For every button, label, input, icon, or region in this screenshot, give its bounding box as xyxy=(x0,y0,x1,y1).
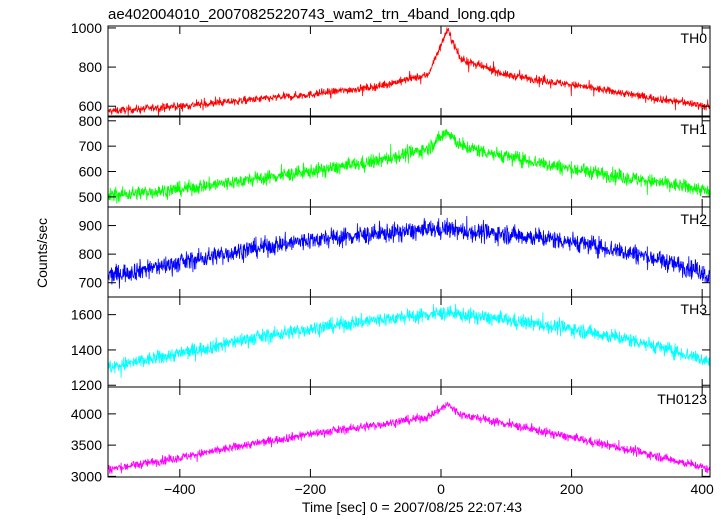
y-tick-label: 700 xyxy=(79,275,103,291)
y-tick-label: 1200 xyxy=(71,377,102,393)
y-axis-label: Counts/sec xyxy=(34,218,50,288)
x-axis-ticks: −400 −200 0 200 400 xyxy=(164,481,714,497)
y-tick-label: 1000 xyxy=(71,20,102,36)
series-th1 xyxy=(107,129,711,204)
y-tick-label: 3000 xyxy=(71,468,102,484)
panel-label-th2: TH2 xyxy=(681,211,708,227)
y-tick-label: 600 xyxy=(79,164,103,180)
y-tick-label: 500 xyxy=(79,189,103,205)
panel-th2: 700 800 900 TH2 xyxy=(79,206,711,298)
x-tick-label: 400 xyxy=(690,481,714,497)
series-th0123 xyxy=(107,401,711,474)
panel-frame xyxy=(107,116,711,208)
x-axis-label: Time [sec] 0 = 2007/08/25 22:07:43 xyxy=(302,499,522,515)
chart-title: ae402004010_20070825220743_wam2_trn_4ban… xyxy=(108,6,515,23)
y-tick-label: 700 xyxy=(79,138,103,154)
y-tick-label: 1400 xyxy=(71,342,102,358)
x-tick-label: 200 xyxy=(560,481,584,497)
y-tick-label: 800 xyxy=(79,113,103,129)
panel-label-th0123: TH0123 xyxy=(657,391,707,407)
panel-th1: 500 600 700 800 TH1 xyxy=(79,113,711,208)
panel-frame xyxy=(107,25,711,117)
panel-th0: 600 800 1000 TH0 xyxy=(71,20,711,117)
panel-th0123: 3000 3500 4000 TH0123 xyxy=(71,386,711,484)
panel-label-th1: TH1 xyxy=(681,121,708,137)
panel-th3: 1200 1400 1600 TH3 xyxy=(71,296,711,393)
x-tick-label: −400 xyxy=(164,481,196,497)
y-tick-label: 800 xyxy=(79,59,103,75)
series-th3 xyxy=(107,303,711,378)
y-tick-label: 800 xyxy=(79,246,103,262)
series-th2 xyxy=(107,215,711,289)
y-tick-label: 4000 xyxy=(71,406,102,422)
series-th0 xyxy=(107,27,711,116)
x-tick-label: −200 xyxy=(295,481,327,497)
x-tick-label: 0 xyxy=(437,481,445,497)
y-tick-label: 900 xyxy=(79,218,103,234)
panel-frame xyxy=(107,386,711,478)
panel-label-th3: TH3 xyxy=(681,301,708,317)
y-tick-label: 600 xyxy=(79,98,103,114)
panel-label-th0: TH0 xyxy=(681,30,708,46)
y-tick-label: 1600 xyxy=(71,307,102,323)
y-tick-label: 3500 xyxy=(71,437,102,453)
